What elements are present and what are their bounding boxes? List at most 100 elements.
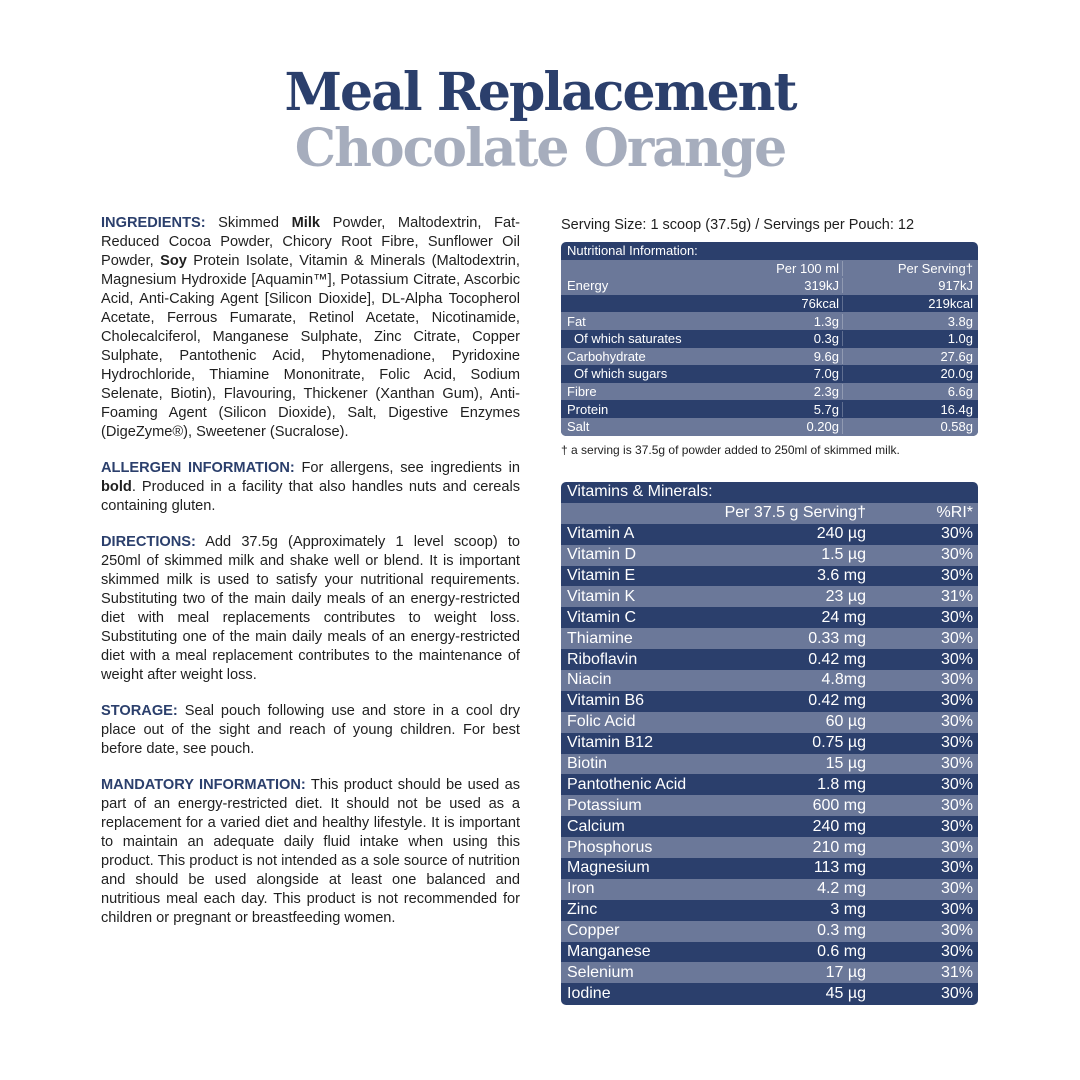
row-value: 30% bbox=[940, 984, 973, 1002]
allergen-paragraph: ALLERGEN INFORMATION: For allergens, see… bbox=[101, 459, 520, 516]
ingredients-text: Powder, Maltodextrin, Fat-Reduced Cocoa … bbox=[101, 215, 520, 269]
row-value: 0.6 mg bbox=[817, 943, 866, 961]
table-row: Fibre 2.3g 6.6g bbox=[561, 382, 978, 401]
storage-text: Seal pouch following use and store in a … bbox=[101, 703, 520, 757]
table-row: Biotin 15 µg 30% bbox=[561, 753, 978, 775]
table-row: Thiamine 0.33 mg 30% bbox=[561, 628, 978, 650]
row-label: Folic Acid bbox=[567, 713, 636, 731]
row-value: 30% bbox=[940, 922, 973, 940]
row-value: 45 µg bbox=[825, 984, 866, 1002]
row-value: 600 mg bbox=[812, 796, 866, 814]
row-value: 1.5 µg bbox=[821, 546, 866, 564]
directions-paragraph: DIRECTIONS: Add 37.5g (Approximately 1 l… bbox=[101, 533, 520, 685]
table-row: Vitamin C 24 mg 30% bbox=[561, 607, 978, 628]
allergen-soy: Soy bbox=[160, 253, 187, 269]
row-label: Vitamin D bbox=[567, 546, 637, 564]
allergen-milk: Milk bbox=[291, 215, 320, 231]
row-value: 319kJ bbox=[746, 278, 843, 294]
row-label: Manganese bbox=[567, 943, 651, 961]
table-row: Selenium 17 µg 31% bbox=[561, 962, 978, 984]
row-label: Magnesium bbox=[567, 859, 650, 877]
row-value: 1.0g bbox=[947, 331, 973, 347]
row-value: 1.8 mg bbox=[817, 775, 866, 793]
row-value: 0.42 mg bbox=[808, 650, 866, 668]
storage-label: STORAGE: bbox=[101, 703, 178, 719]
row-value: 219kcal bbox=[928, 296, 973, 312]
row-label: Niacin bbox=[567, 671, 612, 689]
vitamins-table-title: Vitamins & Minerals: bbox=[567, 483, 713, 501]
ingredients-text: Skimmed bbox=[205, 215, 292, 231]
row-value: 30% bbox=[940, 650, 973, 668]
nutrition-table-title-row: Nutritional Information: bbox=[561, 242, 978, 260]
serving-footnote: † a serving is 37.5g of powder added to … bbox=[561, 443, 900, 457]
nutrition-table: Nutritional Information: Per 100 ml Per … bbox=[561, 242, 978, 436]
page-title: Meal Replacement bbox=[284, 62, 798, 123]
row-value: 5.7g bbox=[746, 401, 843, 417]
row-value: 30% bbox=[940, 567, 973, 584]
table-row: Pantothenic Acid 1.8 mg 30% bbox=[561, 774, 978, 795]
row-value: 30% bbox=[940, 608, 973, 626]
row-value: 30% bbox=[940, 671, 973, 689]
table-row: Vitamin D 1.5 µg 30% bbox=[561, 544, 978, 566]
page-subtitle: Chocolate Orange bbox=[294, 118, 788, 179]
row-value: 113 mg bbox=[813, 859, 866, 877]
table-row: Of which saturates 0.3g 1.0g bbox=[561, 330, 978, 348]
directions-label: DIRECTIONS: bbox=[101, 534, 196, 550]
row-label: Zinc bbox=[567, 901, 598, 919]
row-value: 30% bbox=[940, 734, 973, 752]
row-value: 240 mg bbox=[812, 817, 866, 835]
row-label: Potassium bbox=[567, 796, 642, 814]
directions-text: Add 37.5g (Approximately 1 level scoop) … bbox=[101, 534, 520, 683]
row-label: Biotin bbox=[567, 755, 608, 773]
row-label: Of which saturates bbox=[574, 331, 682, 347]
row-label: Vitamin K bbox=[567, 587, 636, 605]
serving-size-line: Serving Size: 1 scoop (37.5g) / Servings… bbox=[561, 217, 915, 233]
row-value: 0.33 mg bbox=[808, 629, 866, 647]
row-value: 30% bbox=[940, 546, 973, 564]
mandatory-label: MANDATORY INFORMATION: bbox=[101, 777, 306, 793]
row-label: Pantothenic Acid bbox=[567, 775, 687, 793]
row-label: Salt bbox=[567, 419, 590, 435]
table-row: Potassium 600 mg 30% bbox=[561, 795, 978, 817]
row-value: 30% bbox=[940, 629, 973, 647]
row-value: 0.3g bbox=[746, 331, 843, 347]
row-label: Calcium bbox=[567, 817, 625, 835]
allergen-label: ALLERGEN INFORMATION: bbox=[101, 460, 295, 476]
table-row: Iron 4.2 mg 30% bbox=[561, 878, 978, 900]
row-value: 31% bbox=[940, 963, 973, 981]
row-value: 0.75 µg bbox=[812, 734, 866, 752]
row-value: 30% bbox=[940, 692, 973, 710]
table-row: Iodine 45 µg 30% bbox=[561, 983, 978, 1004]
row-value: 2.3g bbox=[746, 384, 843, 400]
table-row: Manganese 0.6 mg 30% bbox=[561, 942, 978, 963]
row-value: 16.4g bbox=[940, 401, 973, 417]
column-header-per-100ml: Per 100 ml bbox=[746, 260, 843, 276]
row-value: 15 µg bbox=[825, 755, 866, 773]
vitamins-table: Vitamins & Minerals: Per 37.5 g Serving†… bbox=[561, 482, 978, 1005]
ingredients-text: Protein Isolate, Vitamin & Minerals (Mal… bbox=[101, 253, 520, 440]
row-value: 30% bbox=[940, 838, 973, 856]
table-row: Vitamin K 23 µg 31% bbox=[561, 586, 978, 608]
row-value: 30% bbox=[940, 796, 973, 814]
row-value: 3 mg bbox=[830, 901, 866, 919]
row-value: 76kcal bbox=[746, 296, 843, 312]
row-label: Vitamin C bbox=[567, 608, 637, 626]
row-value: 30% bbox=[940, 525, 973, 543]
nutrition-table-title: Nutritional Information: bbox=[567, 243, 698, 259]
table-row: Niacin 4.8mg 30% bbox=[561, 670, 978, 691]
row-label: Fat bbox=[567, 313, 586, 329]
table-row: Riboflavin 0.42 mg 30% bbox=[561, 649, 978, 670]
product-info-column: INGREDIENTS: Skimmed Milk Powder, Maltod… bbox=[101, 214, 520, 945]
row-label: Vitamin B12 bbox=[567, 734, 653, 752]
row-value: 0.58g bbox=[940, 419, 973, 435]
row-value: 1.3g bbox=[746, 313, 843, 329]
row-value: 23 µg bbox=[825, 587, 866, 605]
row-label: Copper bbox=[567, 922, 620, 940]
row-value: 30% bbox=[940, 943, 973, 961]
row-value: 210 mg bbox=[812, 838, 866, 856]
table-row: Of which sugars 7.0g 20.0g bbox=[561, 365, 978, 383]
table-row: Folic Acid 60 µg 30% bbox=[561, 711, 978, 733]
row-value: 27.6g bbox=[940, 348, 973, 364]
mandatory-text: This product should be used as part of a… bbox=[101, 777, 520, 926]
table-row: Vitamin A 240 µg 30% bbox=[561, 524, 978, 545]
